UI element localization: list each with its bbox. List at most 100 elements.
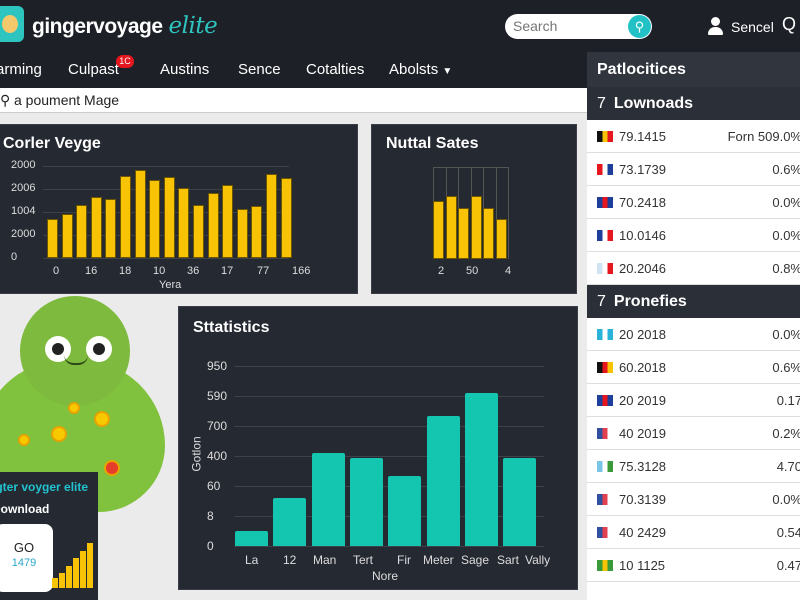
bar [470,196,482,259]
list-item[interactable]: 10 1125 0.47 [587,549,800,582]
subsearch-bar[interactable]: ⚲ a poument Mage [0,88,587,113]
y-tick-label: 8 [207,509,214,523]
list-item[interactable]: 20.2046 0.8% [587,252,800,285]
user-icon[interactable] [708,17,723,35]
go-button[interactable]: GO [13,540,35,555]
row-value: 10.0146 [619,228,666,243]
search-input[interactable] [513,18,623,34]
bar [349,457,383,546]
list-item[interactable]: 79.1415 Forn 509.0% [587,120,800,153]
x-tick-label: 0 [53,265,60,277]
x-tick-label: 166 [292,265,311,277]
list-item[interactable]: 20 2018 0.0% [587,318,800,351]
y-tick-label: 0 [11,251,18,263]
row-value: 20.2046 [619,261,666,276]
mascot-head [20,296,130,406]
notification-badge: 1C [116,55,134,68]
bar [236,208,248,258]
nav-item-austins[interactable]: Austins [160,61,210,78]
chart-card-nuttal: Nuttal Sates 2 50 4 [371,124,577,294]
nav-item-abolsts[interactable]: Abolsts ▼ [389,61,452,78]
y-tick-label: 2006 [11,182,36,194]
brand-accent: elite [168,13,218,39]
main-nav: arming Culpast Austins Sence Cotalties A… [0,52,587,88]
sidebar-section-header[interactable]: 7 Lownoads [587,87,800,120]
flag-icon [597,164,613,175]
y-tick-label: 590 [207,389,228,403]
list-item[interactable]: 20 2019 0.17 [587,384,800,417]
x-tick-label: 10 [153,265,166,277]
nav-label: Abolsts [389,61,439,78]
row-percent: 0.6% [772,360,800,375]
promo-count: 1479 [11,557,37,569]
collapse-icon: 7 [597,95,606,112]
search-icon[interactable]: Q [782,14,797,34]
row-value: 40 2019 [619,426,666,441]
bar [90,196,102,258]
flag-icon [597,560,613,571]
list-item[interactable]: 75.3128 4.70 [587,450,800,483]
bar [235,531,268,546]
list-item[interactable]: 60.2018 0.6% [587,351,800,384]
x-tick-label: 18 [119,265,132,277]
row-value: 70.2418 [619,195,666,210]
flag-icon [597,428,613,439]
search-icon[interactable]: ⚲ [628,15,651,38]
row-percent: 0.0% [772,195,800,210]
y-tick-label: 1004 [11,205,36,217]
bar [483,208,494,259]
list-item[interactable]: 40 2429 0.54 [587,516,800,549]
row-value: 70.3139 [619,492,666,507]
row-percent: 0.54 [776,525,800,540]
brand-logo[interactable]: gingervoyage elite [32,13,218,39]
nav-item-arming[interactable]: arming [0,61,42,78]
row-value: 20 2019 [619,393,666,408]
row-percent: 0.2% [772,426,800,441]
download-label[interactable]: Download [0,502,50,516]
y-tick-label: 700 [207,419,228,433]
list-item[interactable]: 73.1739 0.6% [587,153,800,186]
promo-box[interactable]: GO 1479 [0,524,53,592]
bar [445,196,457,259]
mascot-smile [64,355,88,365]
bar [273,498,307,546]
sidebar: Patlocitices 7 Lownoads 79.1415 Forn 509.0%… [587,52,800,600]
chart-title: Sttatistics [193,319,270,336]
row-percent: 4.70 [776,459,800,474]
logo-icon[interactable] [0,6,24,42]
bar [280,178,292,258]
x-tick-label: Man [313,553,337,567]
x-axis-label: Nore [372,569,399,583]
list-item[interactable]: 70.2418 0.0% [587,186,800,219]
nav-item-culpast[interactable]: Culpast [68,61,119,78]
y-tick-label: 400 [207,449,228,463]
nav-item-cotalties[interactable]: Cotalties [306,61,365,78]
flower-icon [20,436,28,444]
chart-card-statistics: Sttatistics 0 8 60 400 700 590 950 La 12 Man Tert F… [178,306,578,590]
grid-line [234,366,544,367]
mascot-eye [86,336,112,362]
bar [266,174,277,258]
search-box: ⚲ [505,14,652,39]
y-tick-label: 950 [207,359,228,373]
collapse-icon: 7 [597,293,606,310]
row-value: 79.1415 [619,129,666,144]
promo-card[interactable]: ngter voyger elite Download GO 1479 [0,472,98,600]
flag-icon [597,395,613,406]
list-item[interactable]: 70.3139 0.0% [587,483,800,516]
list-item[interactable]: 40 2019 0.2% [587,417,800,450]
subbar-text: a poument Mage [14,92,120,108]
bar [426,415,460,546]
nav-item-sence[interactable]: Sence [238,61,281,78]
list-item[interactable]: 10.0146 0.0% [587,219,800,252]
bar [193,204,204,258]
user-name[interactable]: Sencel [731,19,774,35]
bar [222,184,234,258]
sidebar-title: Patlocitices [587,52,800,87]
x-tick-label: Sart [497,553,520,567]
sidebar-section-header[interactable]: 7 Pronefies [587,285,800,318]
y-axis-label: Gotlon [189,436,204,472]
flag-icon [597,230,613,241]
row-percent: 0.6% [772,162,800,177]
